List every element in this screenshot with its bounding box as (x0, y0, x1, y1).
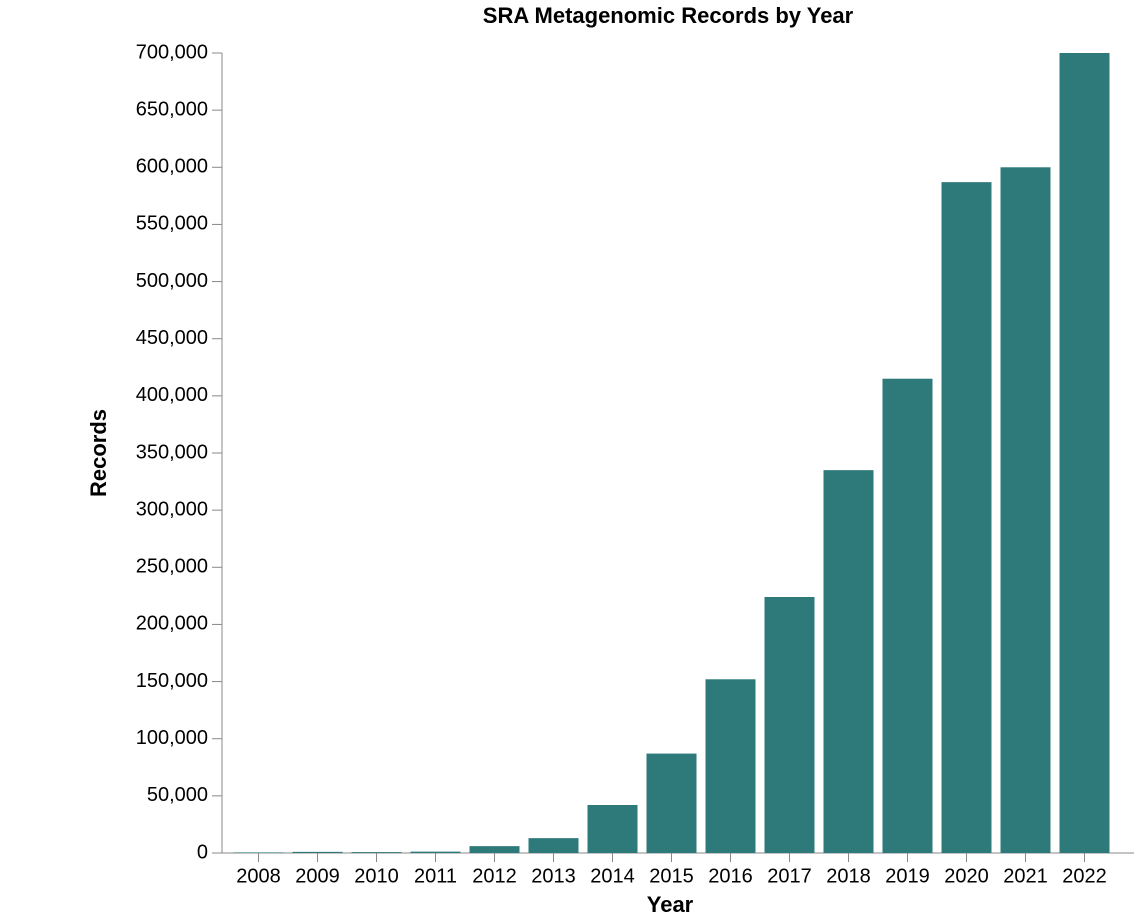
x-tick-label: 2020 (944, 865, 989, 887)
x-tick-label: 2016 (708, 865, 753, 887)
x-tick-label: 2011 (414, 865, 457, 887)
bar (528, 838, 579, 853)
y-tick-label: 0 (197, 841, 208, 863)
y-tick-label: 600,000 (136, 156, 208, 178)
chart-title: SRA Metagenomic Records by Year (483, 3, 854, 28)
y-tick-label: 50,000 (147, 784, 208, 806)
x-tick-label: 2022 (1062, 865, 1107, 887)
y-tick-label: 200,000 (136, 613, 208, 635)
y-tick-label: 450,000 (136, 327, 208, 349)
y-tick-label: 700,000 (136, 41, 208, 63)
x-tick-label: 2018 (826, 865, 871, 887)
x-tick-label: 2015 (649, 865, 694, 887)
y-tick-label: 100,000 (136, 727, 208, 749)
y-tick-label: 150,000 (136, 670, 208, 692)
y-tick-label: 550,000 (136, 213, 208, 235)
x-tick-label: 2009 (295, 865, 340, 887)
x-tick-label: 2013 (531, 865, 576, 887)
y-tick-label: 400,000 (136, 384, 208, 406)
bar (764, 597, 815, 853)
bar (646, 753, 697, 853)
bar (410, 851, 461, 853)
y-tick-label: 300,000 (136, 498, 208, 520)
x-tick-label: 2019 (885, 865, 930, 887)
x-tick-label: 2021 (1003, 865, 1048, 887)
bar (351, 852, 402, 853)
bar (233, 852, 284, 853)
bar (941, 182, 992, 854)
x-tick-label: 2012 (472, 865, 517, 887)
y-tick-label: 500,000 (136, 270, 208, 292)
y-tick-label: 350,000 (136, 441, 208, 463)
x-tick-label: 2008 (236, 865, 281, 887)
bar (1059, 53, 1110, 853)
y-tick-label: 650,000 (136, 98, 208, 120)
bar (1000, 167, 1051, 854)
bar (292, 851, 343, 853)
y-tick-label: 250,000 (136, 556, 208, 578)
bar (882, 378, 933, 853)
x-tick-label: 2017 (767, 865, 812, 887)
x-tick-label: 2010 (354, 865, 399, 887)
x-tick-label: 2014 (590, 865, 635, 887)
x-axis-title: Year (647, 892, 694, 917)
bar (469, 846, 520, 853)
y-axis-title: Records (86, 409, 111, 497)
bar (705, 679, 756, 853)
bar (587, 805, 638, 853)
bar (823, 470, 874, 853)
